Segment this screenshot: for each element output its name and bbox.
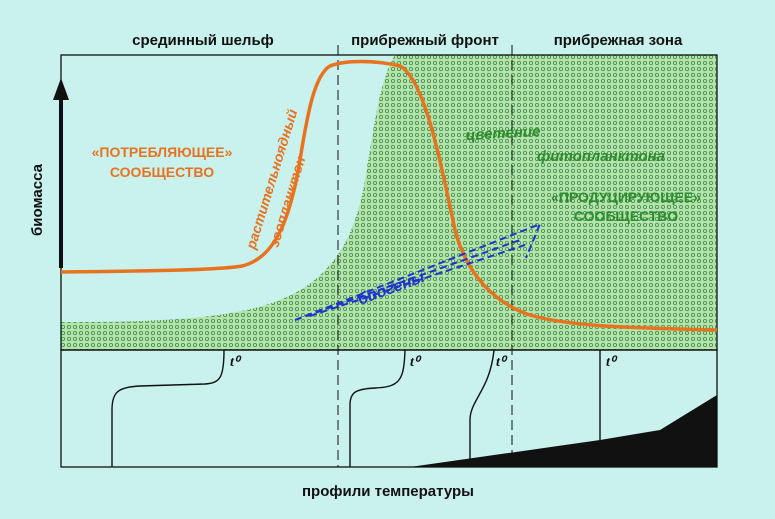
zone-label: прибрежный фронт <box>351 32 499 49</box>
t-label: t⁰ <box>230 355 242 370</box>
bloom-label: цветение <box>465 123 541 144</box>
profile <box>111 349 225 467</box>
producing-label: «ПРОДУЦИРУЮЩЕЕ» <box>551 189 701 205</box>
profile <box>349 349 406 467</box>
consuming-label: «ПОТРЕБЛЯЮЩЕЕ» <box>92 144 233 160</box>
profile <box>469 349 495 467</box>
arrow-head <box>53 78 69 100</box>
producing-label: СООБЩЕСТВО <box>574 208 678 224</box>
zone-label: прибрежная зона <box>554 32 683 49</box>
biomass-curve <box>60 59 718 332</box>
t-label: t⁰ <box>410 355 422 370</box>
phytoplankton-area <box>61 55 717 350</box>
bloom-label: фитопланктона <box>537 148 665 165</box>
zone-label: срединный шельф <box>132 32 274 49</box>
seabed <box>410 395 717 467</box>
nutrients-band <box>294 222 542 321</box>
consuming-label: СООБЩЕСТВО <box>110 164 214 180</box>
x-label: профили температуры <box>302 483 474 500</box>
t-label: t⁰ <box>606 355 618 370</box>
t-label: t⁰ <box>496 355 508 370</box>
y-label: биомасса <box>29 163 46 236</box>
